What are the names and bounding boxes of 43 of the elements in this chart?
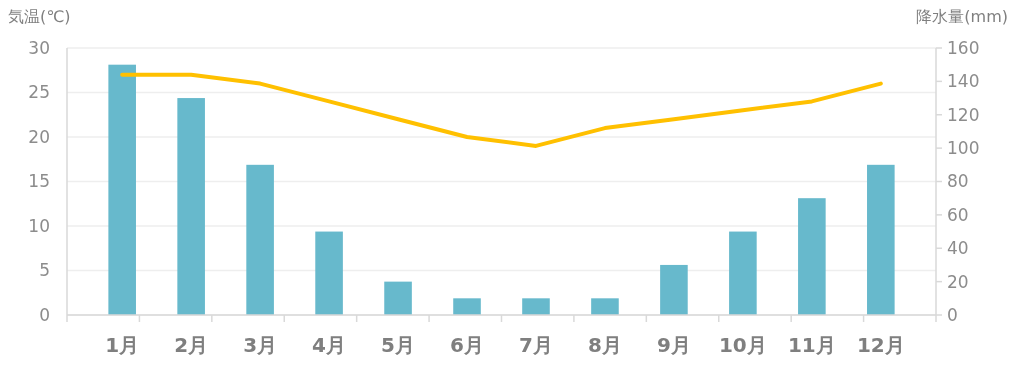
- y2-tick-label: 100: [947, 138, 980, 159]
- x-tick-label: 9月: [656, 333, 691, 357]
- bar: [867, 164, 895, 315]
- y2-tick-label: 120: [947, 104, 980, 125]
- y2-tick-label: 140: [947, 71, 980, 92]
- bar: [453, 298, 481, 315]
- x-tick-label: 7月: [519, 333, 553, 357]
- y-tick-label: 5: [39, 260, 50, 281]
- y-tick-label: 10: [28, 215, 50, 236]
- x-tick-label: 11月: [787, 333, 836, 357]
- y-tick-label: 30: [28, 37, 50, 58]
- bar: [591, 298, 619, 315]
- y2-tick-label: 40: [947, 238, 969, 259]
- y2-tick-label: 60: [947, 204, 969, 225]
- x-tick-label: 1月: [105, 333, 140, 357]
- x-tick-label: 3月: [243, 333, 278, 357]
- y-tick-label: 15: [28, 171, 50, 192]
- y-axis-title: 気温(℃): [8, 7, 71, 26]
- bar: [522, 298, 550, 315]
- y-tick-label: 25: [28, 82, 50, 103]
- line-series: [120, 72, 883, 148]
- y-tick-label: 20: [28, 126, 50, 147]
- y-tick-label: 0: [39, 304, 50, 325]
- bar: [315, 231, 343, 315]
- bar: [177, 98, 205, 315]
- y2-tick-label: 0: [947, 304, 958, 325]
- y2-tick-label: 160: [947, 37, 980, 58]
- x-tick-label: 6月: [450, 333, 484, 357]
- y2-tick-label: 80: [947, 171, 969, 192]
- x-tick-label: 10月: [718, 333, 767, 357]
- y2-axis-title: 降水量(mm): [916, 7, 1008, 26]
- x-tick-label: 2月: [174, 333, 209, 357]
- x-tick-label: 8月: [587, 333, 622, 357]
- bar: [108, 64, 136, 315]
- y2-tick-label: 20: [947, 271, 969, 292]
- bar: [384, 281, 412, 315]
- bar: [246, 164, 274, 315]
- bar: [729, 231, 757, 315]
- x-tick-label: 4月: [312, 333, 347, 357]
- bar: [798, 198, 826, 315]
- x-tick-label: 5月: [381, 333, 416, 357]
- x-tick-label: 12月: [856, 333, 905, 357]
- bar: [660, 264, 688, 315]
